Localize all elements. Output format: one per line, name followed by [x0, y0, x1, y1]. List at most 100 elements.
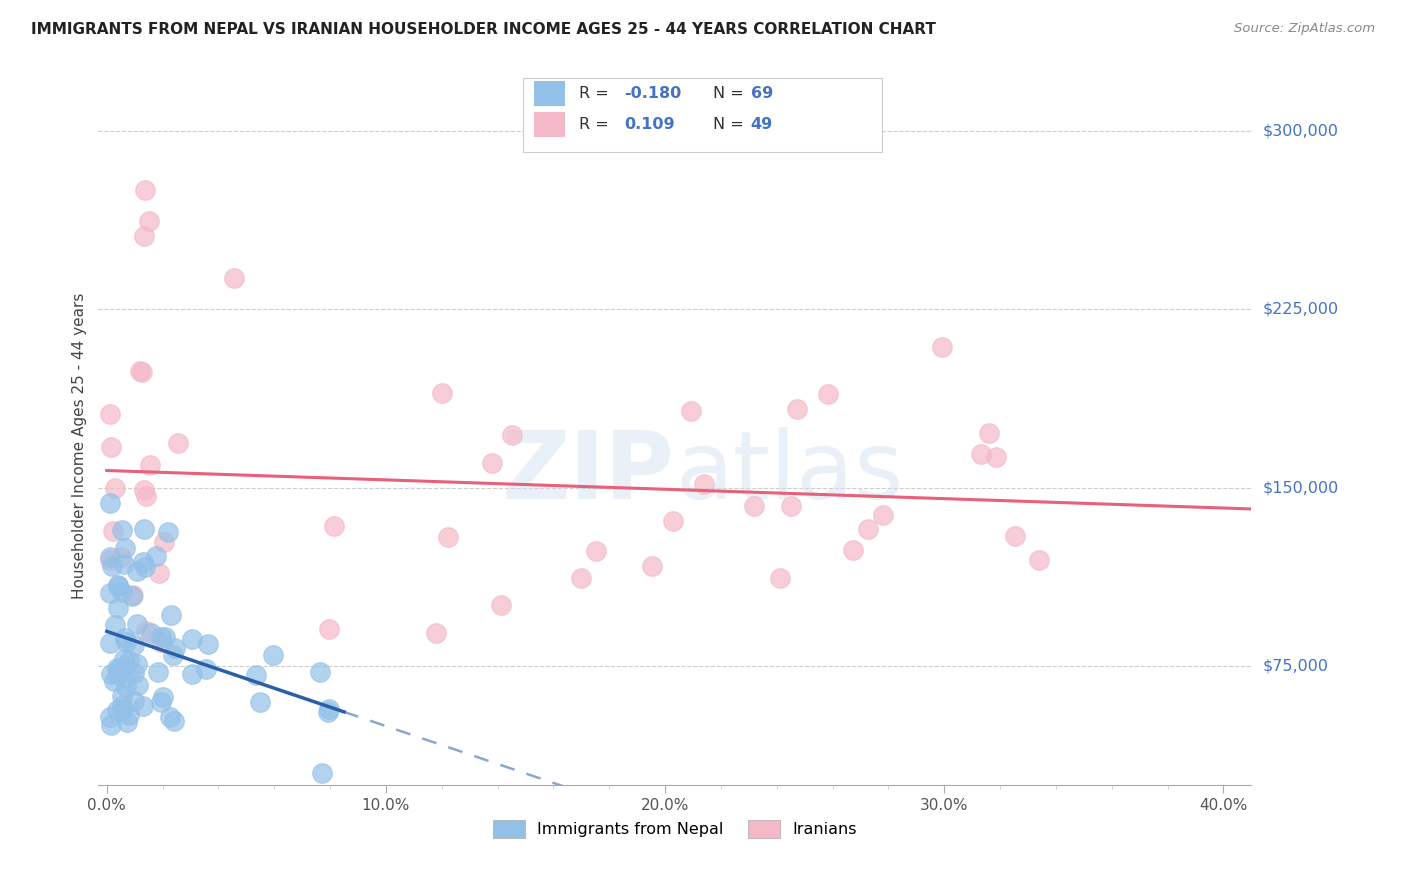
Point [115, 634, 138, 648]
Point [112, 703, 135, 717]
Point [98, 407, 121, 421]
Point [842, 543, 865, 558]
Point [104, 482, 127, 496]
Point [153, 630, 176, 644]
Point [163, 640, 186, 655]
Point [127, 678, 149, 692]
Text: N =: N = [713, 118, 749, 132]
Point [135, 624, 157, 639]
Point [481, 456, 503, 470]
Point [323, 519, 346, 533]
Point [662, 515, 685, 529]
Point [139, 626, 162, 640]
Y-axis label: Householder Income Ages 25 - 44 years: Householder Income Ages 25 - 44 years [72, 293, 87, 599]
Point [111, 524, 134, 538]
Point [149, 695, 172, 709]
Text: N =: N = [713, 87, 749, 101]
Point [100, 559, 122, 574]
Point [316, 705, 339, 719]
Point [489, 598, 512, 612]
Point [195, 662, 218, 676]
Text: $150,000: $150,000 [1263, 480, 1339, 495]
Point [145, 549, 167, 564]
Point [162, 648, 184, 663]
Point [149, 635, 172, 649]
Point [129, 364, 152, 378]
Point [249, 695, 271, 709]
Point [501, 428, 523, 442]
Point [107, 579, 129, 593]
Text: atlas: atlas [675, 427, 903, 519]
Point [121, 589, 143, 603]
Point [134, 523, 156, 537]
Text: IMMIGRANTS FROM NEPAL VS IRANIAN HOUSEHOLDER INCOME AGES 25 - 44 YEARS CORRELATI: IMMIGRANTS FROM NEPAL VS IRANIAN HOUSEHO… [31, 22, 936, 37]
Point [571, 571, 593, 585]
Point [125, 616, 148, 631]
Point [1004, 529, 1026, 543]
Point [104, 618, 127, 632]
Point [125, 564, 148, 578]
Point [931, 340, 953, 354]
Point [100, 441, 122, 455]
Point [134, 228, 156, 243]
Point [970, 447, 993, 461]
Point [148, 566, 170, 580]
Point [693, 477, 716, 491]
Point [98, 585, 121, 599]
Text: ZIP: ZIP [502, 427, 675, 519]
Point [131, 555, 153, 569]
Point [114, 541, 136, 556]
Text: R =: R = [579, 87, 614, 101]
Point [856, 522, 879, 536]
Point [872, 508, 894, 522]
Legend: Immigrants from Nepal, Iranians: Immigrants from Nepal, Iranians [486, 814, 863, 845]
Point [156, 524, 179, 539]
Point [318, 701, 340, 715]
Point [98, 496, 121, 510]
Point [107, 600, 129, 615]
Point [977, 426, 1000, 441]
Point [138, 214, 160, 228]
Point [131, 365, 153, 379]
Point [124, 638, 146, 652]
Text: R =: R = [579, 118, 619, 132]
Point [114, 632, 136, 646]
Point [115, 714, 138, 729]
Point [107, 667, 129, 681]
Point [118, 708, 141, 723]
Point [110, 549, 132, 564]
Point [222, 271, 245, 285]
Point [318, 622, 340, 636]
Text: Source: ZipAtlas.com: Source: ZipAtlas.com [1234, 22, 1375, 36]
Point [98, 710, 121, 724]
Point [146, 665, 169, 679]
Point [432, 385, 454, 400]
Point [132, 483, 155, 497]
Point [180, 632, 202, 646]
Point [262, 648, 284, 663]
Text: $225,000: $225,000 [1263, 301, 1339, 317]
Point [135, 489, 157, 503]
Point [159, 710, 181, 724]
Point [436, 529, 458, 543]
Point [101, 524, 124, 538]
Point [111, 699, 134, 714]
Point [98, 550, 121, 565]
Point [139, 458, 162, 472]
Point [986, 450, 1008, 465]
Point [425, 626, 447, 640]
Point [162, 714, 184, 729]
Point [118, 654, 141, 668]
Point [125, 657, 148, 671]
Point [114, 659, 136, 673]
Point [149, 630, 172, 644]
Point [311, 766, 333, 780]
Point [134, 560, 156, 574]
Point [153, 535, 176, 549]
Point [122, 588, 145, 602]
Point [114, 671, 136, 685]
Point [112, 651, 135, 665]
Point [167, 435, 190, 450]
Point [308, 665, 330, 680]
Point [111, 689, 134, 703]
